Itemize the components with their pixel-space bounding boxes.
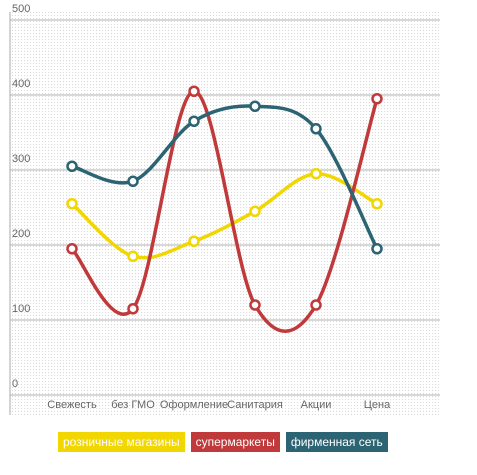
x-tick-label: Акции xyxy=(301,399,332,411)
point xyxy=(310,123,322,135)
point xyxy=(66,243,78,255)
legend-item[interactable]: супермаркеты xyxy=(190,432,280,452)
point xyxy=(188,235,200,247)
point xyxy=(310,168,322,180)
legend-item[interactable]: фирменная сеть xyxy=(285,432,388,452)
x-tick-label: Оформление xyxy=(160,399,228,411)
y-tick-label: 300 xyxy=(12,153,30,165)
point xyxy=(127,303,139,315)
point xyxy=(371,243,383,255)
point xyxy=(310,299,322,311)
x-tick-label: Санитария xyxy=(227,399,283,411)
point xyxy=(371,93,383,105)
point xyxy=(66,198,78,210)
point xyxy=(371,198,383,210)
point xyxy=(127,175,139,187)
point xyxy=(188,85,200,97)
point xyxy=(249,299,261,311)
plot-background xyxy=(10,12,440,415)
point xyxy=(249,100,261,112)
point xyxy=(249,205,261,217)
point xyxy=(127,250,139,262)
legend-item[interactable]: розничные магазины xyxy=(58,432,185,452)
point xyxy=(188,115,200,127)
y-tick-label: 100 xyxy=(12,303,30,315)
x-tick-label: Свежесть xyxy=(47,399,97,411)
legend: розничные магазины супермаркеты фирменная … xyxy=(58,432,388,452)
y-tick-label: 0 xyxy=(12,378,18,390)
y-tick-label: 500 xyxy=(12,3,30,15)
point xyxy=(66,160,78,172)
y-tick-label: 400 xyxy=(12,78,30,90)
y-tick-label: 200 xyxy=(12,228,30,240)
x-tick-label: Цена xyxy=(364,399,391,411)
x-tick-label: без ГМО xyxy=(111,399,155,411)
